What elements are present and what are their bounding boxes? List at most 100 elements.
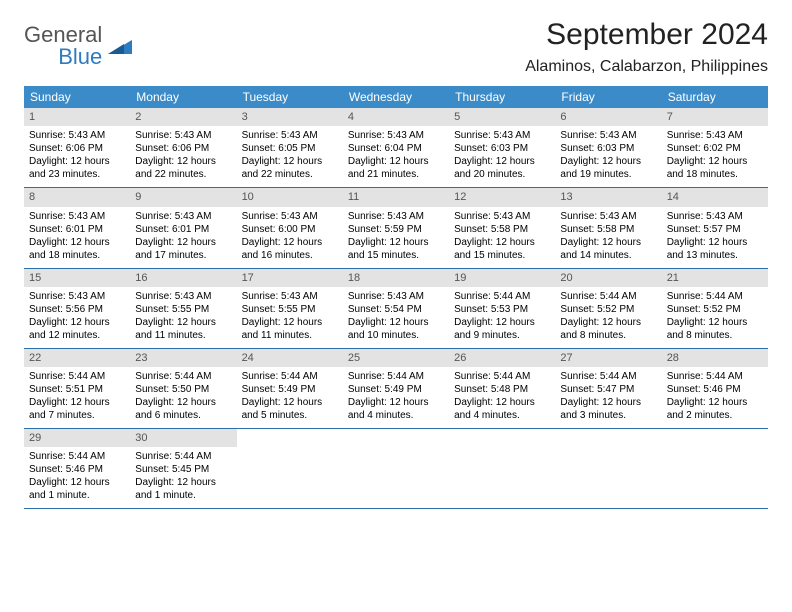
sunrise-text: Sunrise: 5:44 AM	[135, 450, 231, 463]
day-cell: 5Sunrise: 5:43 AMSunset: 6:03 PMDaylight…	[449, 108, 555, 187]
daylight-text-1: Daylight: 12 hours	[242, 396, 338, 409]
daylight-text-1: Daylight: 12 hours	[454, 396, 550, 409]
sunset-text: Sunset: 5:51 PM	[29, 383, 125, 396]
day-body: Sunrise: 5:44 AMSunset: 5:46 PMDaylight:…	[662, 367, 768, 428]
day-body: Sunrise: 5:43 AMSunset: 6:00 PMDaylight:…	[237, 207, 343, 268]
daylight-text-2: and 6 minutes.	[135, 409, 231, 422]
day-header-sunday: Sunday	[24, 86, 130, 108]
sunset-text: Sunset: 6:04 PM	[348, 142, 444, 155]
day-cell: 6Sunrise: 5:43 AMSunset: 6:03 PMDaylight…	[555, 108, 661, 187]
day-number: 23	[130, 349, 236, 367]
day-body: Sunrise: 5:43 AMSunset: 5:54 PMDaylight:…	[343, 287, 449, 348]
sunset-text: Sunset: 6:06 PM	[135, 142, 231, 155]
daylight-text-2: and 18 minutes.	[29, 249, 125, 262]
day-body: Sunrise: 5:43 AMSunset: 5:55 PMDaylight:…	[237, 287, 343, 348]
day-number: 8	[24, 188, 130, 206]
day-cell: 26Sunrise: 5:44 AMSunset: 5:48 PMDayligh…	[449, 349, 555, 428]
daylight-text-2: and 19 minutes.	[560, 168, 656, 181]
sunset-text: Sunset: 5:53 PM	[454, 303, 550, 316]
day-body: Sunrise: 5:44 AMSunset: 5:51 PMDaylight:…	[24, 367, 130, 428]
empty-cell	[237, 429, 343, 508]
day-number: 18	[343, 269, 449, 287]
daylight-text-1: Daylight: 12 hours	[667, 155, 763, 168]
day-body: Sunrise: 5:43 AMSunset: 6:01 PMDaylight:…	[130, 207, 236, 268]
day-body: Sunrise: 5:43 AMSunset: 6:01 PMDaylight:…	[24, 207, 130, 268]
month-title: September 2024	[525, 18, 768, 52]
daylight-text-1: Daylight: 12 hours	[348, 236, 444, 249]
sunrise-text: Sunrise: 5:43 AM	[454, 129, 550, 142]
day-body: Sunrise: 5:43 AMSunset: 6:02 PMDaylight:…	[662, 126, 768, 187]
day-body: Sunrise: 5:44 AMSunset: 5:45 PMDaylight:…	[130, 447, 236, 508]
day-number: 27	[555, 349, 661, 367]
daylight-text-2: and 11 minutes.	[135, 329, 231, 342]
day-number: 2	[130, 108, 236, 126]
logo-triangle-icon	[108, 36, 132, 59]
day-cell: 16Sunrise: 5:43 AMSunset: 5:55 PMDayligh…	[130, 269, 236, 348]
logo-text-blue: Blue	[24, 46, 102, 68]
day-cell: 21Sunrise: 5:44 AMSunset: 5:52 PMDayligh…	[662, 269, 768, 348]
sunrise-text: Sunrise: 5:43 AM	[667, 210, 763, 223]
day-header-saturday: Saturday	[662, 86, 768, 108]
daylight-text-2: and 4 minutes.	[348, 409, 444, 422]
daylight-text-2: and 2 minutes.	[667, 409, 763, 422]
day-cell: 15Sunrise: 5:43 AMSunset: 5:56 PMDayligh…	[24, 269, 130, 348]
day-number: 19	[449, 269, 555, 287]
daylight-text-1: Daylight: 12 hours	[667, 316, 763, 329]
sunrise-text: Sunrise: 5:43 AM	[242, 290, 338, 303]
day-header-tuesday: Tuesday	[237, 86, 343, 108]
day-cell: 30Sunrise: 5:44 AMSunset: 5:45 PMDayligh…	[130, 429, 236, 508]
daylight-text-1: Daylight: 12 hours	[454, 316, 550, 329]
daylight-text-1: Daylight: 12 hours	[348, 316, 444, 329]
sunset-text: Sunset: 5:58 PM	[560, 223, 656, 236]
sunrise-text: Sunrise: 5:44 AM	[242, 370, 338, 383]
daylight-text-2: and 9 minutes.	[454, 329, 550, 342]
day-body: Sunrise: 5:43 AMSunset: 5:57 PMDaylight:…	[662, 207, 768, 268]
sunset-text: Sunset: 5:55 PM	[135, 303, 231, 316]
sunrise-text: Sunrise: 5:43 AM	[242, 129, 338, 142]
daylight-text-2: and 17 minutes.	[135, 249, 231, 262]
sunset-text: Sunset: 6:01 PM	[29, 223, 125, 236]
daylight-text-2: and 18 minutes.	[667, 168, 763, 181]
sunrise-text: Sunrise: 5:44 AM	[560, 370, 656, 383]
sunrise-text: Sunrise: 5:44 AM	[29, 370, 125, 383]
day-cell: 19Sunrise: 5:44 AMSunset: 5:53 PMDayligh…	[449, 269, 555, 348]
day-number: 21	[662, 269, 768, 287]
day-number: 25	[343, 349, 449, 367]
location: Alaminos, Calabarzon, Philippines	[525, 58, 768, 76]
daylight-text-1: Daylight: 12 hours	[348, 155, 444, 168]
day-cell: 29Sunrise: 5:44 AMSunset: 5:46 PMDayligh…	[24, 429, 130, 508]
sunset-text: Sunset: 5:54 PM	[348, 303, 444, 316]
day-cell: 18Sunrise: 5:43 AMSunset: 5:54 PMDayligh…	[343, 269, 449, 348]
day-number: 4	[343, 108, 449, 126]
sunrise-text: Sunrise: 5:43 AM	[667, 129, 763, 142]
daylight-text-1: Daylight: 12 hours	[242, 155, 338, 168]
sunrise-text: Sunrise: 5:43 AM	[29, 210, 125, 223]
daylight-text-1: Daylight: 12 hours	[29, 476, 125, 489]
day-body: Sunrise: 5:44 AMSunset: 5:52 PMDaylight:…	[662, 287, 768, 348]
sunrise-text: Sunrise: 5:43 AM	[560, 210, 656, 223]
sunset-text: Sunset: 5:46 PM	[667, 383, 763, 396]
sunrise-text: Sunrise: 5:44 AM	[348, 370, 444, 383]
day-body: Sunrise: 5:43 AMSunset: 5:58 PMDaylight:…	[449, 207, 555, 268]
week-row: 29Sunrise: 5:44 AMSunset: 5:46 PMDayligh…	[24, 429, 768, 509]
sunset-text: Sunset: 5:48 PM	[454, 383, 550, 396]
sunrise-text: Sunrise: 5:43 AM	[348, 129, 444, 142]
calendar: Sunday Monday Tuesday Wednesday Thursday…	[24, 86, 768, 509]
daylight-text-2: and 14 minutes.	[560, 249, 656, 262]
day-number: 17	[237, 269, 343, 287]
day-cell: 13Sunrise: 5:43 AMSunset: 5:58 PMDayligh…	[555, 188, 661, 267]
day-number: 9	[130, 188, 236, 206]
sunset-text: Sunset: 5:56 PM	[29, 303, 125, 316]
daylight-text-1: Daylight: 12 hours	[135, 476, 231, 489]
day-cell: 2Sunrise: 5:43 AMSunset: 6:06 PMDaylight…	[130, 108, 236, 187]
week-row: 22Sunrise: 5:44 AMSunset: 5:51 PMDayligh…	[24, 349, 768, 429]
daylight-text-1: Daylight: 12 hours	[454, 236, 550, 249]
empty-cell	[449, 429, 555, 508]
day-body: Sunrise: 5:43 AMSunset: 6:04 PMDaylight:…	[343, 126, 449, 187]
daylight-text-1: Daylight: 12 hours	[454, 155, 550, 168]
day-cell: 4Sunrise: 5:43 AMSunset: 6:04 PMDaylight…	[343, 108, 449, 187]
daylight-text-1: Daylight: 12 hours	[242, 316, 338, 329]
day-number: 26	[449, 349, 555, 367]
daylight-text-2: and 15 minutes.	[348, 249, 444, 262]
sunset-text: Sunset: 5:57 PM	[667, 223, 763, 236]
